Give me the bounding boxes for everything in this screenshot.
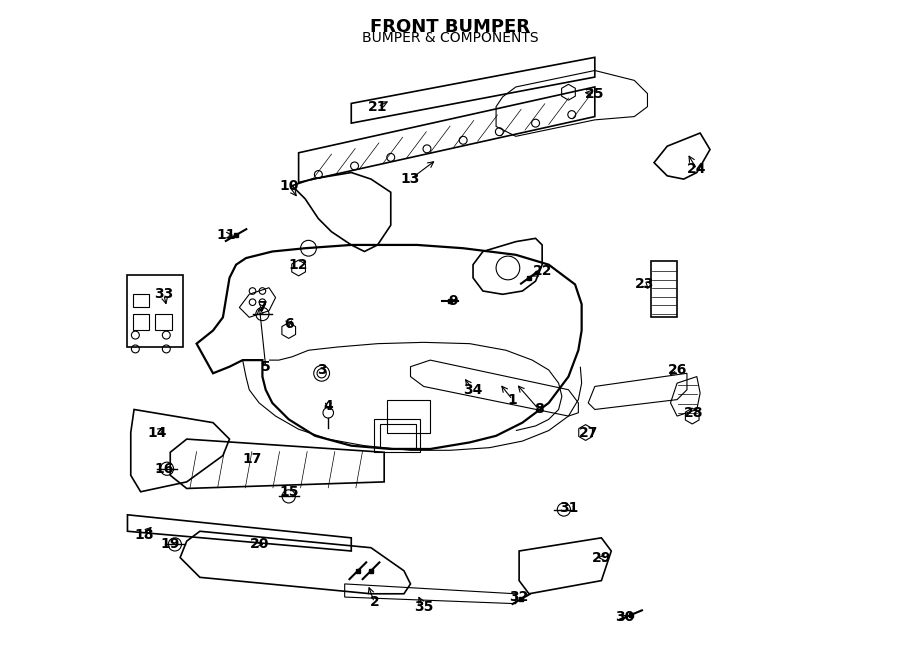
Text: 29: 29 — [591, 551, 611, 564]
Text: 13: 13 — [400, 172, 420, 186]
Text: 4: 4 — [323, 399, 333, 413]
Text: 24: 24 — [687, 162, 707, 176]
Text: 16: 16 — [154, 462, 174, 476]
Text: 18: 18 — [134, 527, 154, 541]
Text: 8: 8 — [534, 403, 544, 416]
Text: 3: 3 — [317, 363, 327, 377]
Text: 2: 2 — [369, 596, 379, 609]
Text: 35: 35 — [414, 600, 434, 614]
Text: 6: 6 — [284, 317, 293, 331]
Text: 19: 19 — [160, 537, 180, 551]
Bar — [155, 314, 172, 330]
Bar — [374, 419, 420, 452]
Text: 17: 17 — [243, 452, 262, 466]
Text: 10: 10 — [279, 178, 299, 193]
Bar — [380, 424, 416, 447]
Text: 12: 12 — [289, 258, 309, 272]
Text: 25: 25 — [585, 87, 605, 100]
Bar — [128, 274, 184, 347]
Text: 14: 14 — [148, 426, 166, 440]
Text: 33: 33 — [154, 288, 174, 301]
Text: 15: 15 — [279, 485, 299, 499]
Text: 21: 21 — [368, 100, 387, 114]
Bar — [132, 294, 149, 307]
Text: 31: 31 — [559, 501, 578, 515]
Text: 1: 1 — [508, 393, 518, 407]
Text: 20: 20 — [249, 537, 269, 551]
Text: 23: 23 — [634, 278, 654, 292]
Text: 7: 7 — [257, 301, 267, 315]
Text: 11: 11 — [217, 228, 236, 242]
Text: 9: 9 — [448, 294, 458, 308]
Text: 26: 26 — [668, 363, 687, 377]
Text: 5: 5 — [261, 360, 271, 373]
Text: FRONT BUMPER: FRONT BUMPER — [370, 18, 530, 36]
Text: 22: 22 — [533, 264, 552, 278]
Text: 28: 28 — [684, 406, 703, 420]
Text: 34: 34 — [464, 383, 482, 397]
Text: 27: 27 — [579, 426, 598, 440]
Text: BUMPER & COMPONENTS: BUMPER & COMPONENTS — [362, 31, 538, 45]
Text: 30: 30 — [615, 610, 634, 624]
Bar — [388, 400, 430, 432]
Text: 32: 32 — [509, 590, 529, 604]
Bar — [132, 314, 149, 330]
